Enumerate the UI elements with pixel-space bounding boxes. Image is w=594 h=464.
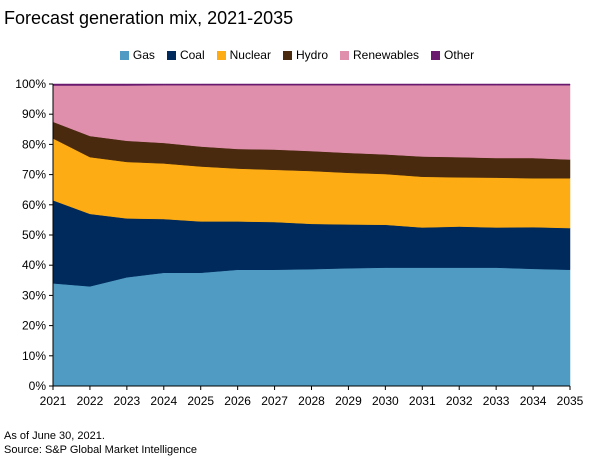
legend-label: Gas <box>132 48 155 62</box>
x-tick-label: 2026 <box>224 394 251 408</box>
legend-swatch <box>340 50 349 60</box>
y-tick-label: 0% <box>29 379 47 393</box>
x-tick-label: 2032 <box>446 394 473 408</box>
x-tick-label: 2029 <box>335 394 362 408</box>
legend-label: Renewables <box>353 48 420 62</box>
x-tick-label: 2033 <box>483 394 510 408</box>
legend-swatch <box>431 50 441 60</box>
y-tick-label: 90% <box>22 107 46 121</box>
chart-title: Forecast generation mix, 2021-2035 <box>4 8 294 28</box>
x-tick-label: 2024 <box>150 394 177 408</box>
legend-item-gas: Gas <box>119 48 155 62</box>
legend-label: Nuclear <box>229 48 271 62</box>
x-tick-label: 2023 <box>114 394 141 408</box>
x-tick-label: 2031 <box>409 394 436 408</box>
legend-swatch <box>216 50 226 60</box>
y-tick-label: 70% <box>22 168 46 182</box>
legend-swatch <box>166 50 176 60</box>
x-tick-label: 2028 <box>298 394 325 408</box>
legend-swatch <box>119 50 129 60</box>
y-tick-label: 100% <box>15 77 46 91</box>
footnote-source: Source: S&P Global Market Intelligence <box>4 444 198 456</box>
x-tick-label: 2034 <box>520 394 547 408</box>
legend-label: Hydro <box>295 48 328 62</box>
legend-item-nuclear: Nuclear <box>216 48 271 62</box>
legend: Gas Coal Nuclear Hydro Renewables Other <box>0 48 594 62</box>
y-tick-label: 40% <box>22 258 46 272</box>
y-tick-label: 50% <box>22 228 46 242</box>
y-tick-label: 30% <box>22 288 46 302</box>
x-tick-label: 2022 <box>77 394 104 408</box>
y-tick-label: 60% <box>22 198 46 212</box>
y-tick-label: 80% <box>22 137 46 151</box>
area-other <box>52 83 571 86</box>
x-tick-label: 2025 <box>187 394 214 408</box>
legend-item-renewables: Renewables <box>340 48 419 62</box>
y-tick-label: 10% <box>22 349 46 363</box>
y-tick-label: 20% <box>22 319 46 333</box>
area-gas <box>52 267 571 387</box>
legend-label: Coal <box>179 48 205 62</box>
legend-item-other: Other <box>431 48 474 62</box>
legend-item-hydro: Hydro <box>282 48 328 62</box>
x-tick-label: 2027 <box>261 394 288 408</box>
x-tick-label: 2021 <box>40 394 67 408</box>
footnote-date: As of June 30, 2021. <box>4 430 105 442</box>
legend-label: Other <box>444 48 475 62</box>
x-tick-label: 2030 <box>372 394 399 408</box>
legend-item-coal: Coal <box>166 48 205 62</box>
legend-swatch <box>282 50 292 60</box>
x-tick-label: 2035 <box>557 394 584 408</box>
